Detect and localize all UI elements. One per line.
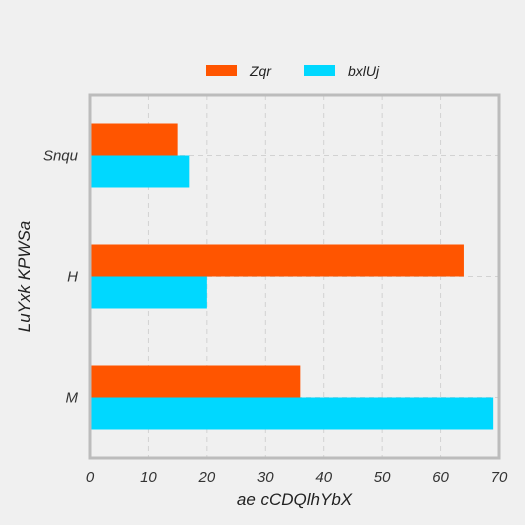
bar-bxluj-m [90,397,494,430]
bar-bxluj-snqu [90,155,190,188]
bar-bxluj-h [90,276,207,309]
y-tick-label-1: H [67,269,78,286]
x-tick-label-5: 50 [374,469,391,486]
y-axis-title: LuYxk KPWSa [15,221,34,333]
x-tick-label-4: 40 [315,469,332,486]
legend-swatch-bxluj [304,65,335,76]
bars [90,123,494,430]
x-axis-title: ae cCDQlhYbX [237,490,353,509]
legend-label-zqr: Zqr [249,63,272,79]
x-axis-ticks: 0 10 20 30 40 50 60 70 [86,469,508,486]
bar-zqr-h [90,244,464,277]
legend-swatch-zqr [206,65,237,76]
y-tick-label-0: Snqu [43,148,79,165]
x-tick-label-7: 70 [491,469,508,486]
axes-frame [88,93,501,460]
x-tick-label-2: 20 [198,469,216,486]
bar-zqr-snqu [90,123,178,156]
bar-zqr-m [90,365,301,398]
x-tick-label-3: 30 [257,469,274,486]
y-axis-ticks: Snqu H M [43,148,79,407]
legend: Zqr bxlUj [206,63,380,79]
x-tick-label-1: 10 [140,469,157,486]
x-tick-label-6: 60 [432,469,449,486]
legend-label-bxluj: bxlUj [348,63,380,79]
y-tick-label-2: M [66,390,79,407]
x-tick-label-0: 0 [86,469,95,486]
